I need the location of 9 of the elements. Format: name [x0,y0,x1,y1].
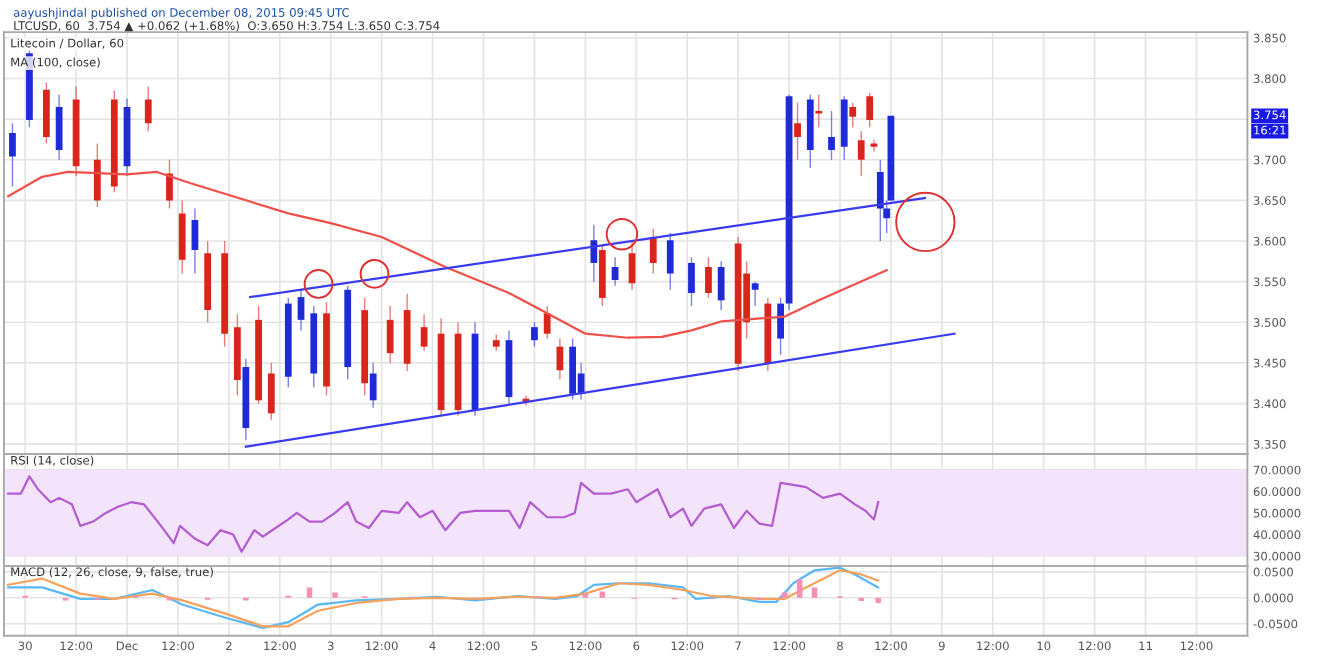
candlestick [870,138,878,153]
bar [306,587,313,598]
line-series [7,475,880,553]
bar [332,592,338,598]
line-series [7,170,888,339]
bar [796,579,803,598]
bar [782,592,788,598]
bar [875,597,881,603]
bar [811,587,818,598]
